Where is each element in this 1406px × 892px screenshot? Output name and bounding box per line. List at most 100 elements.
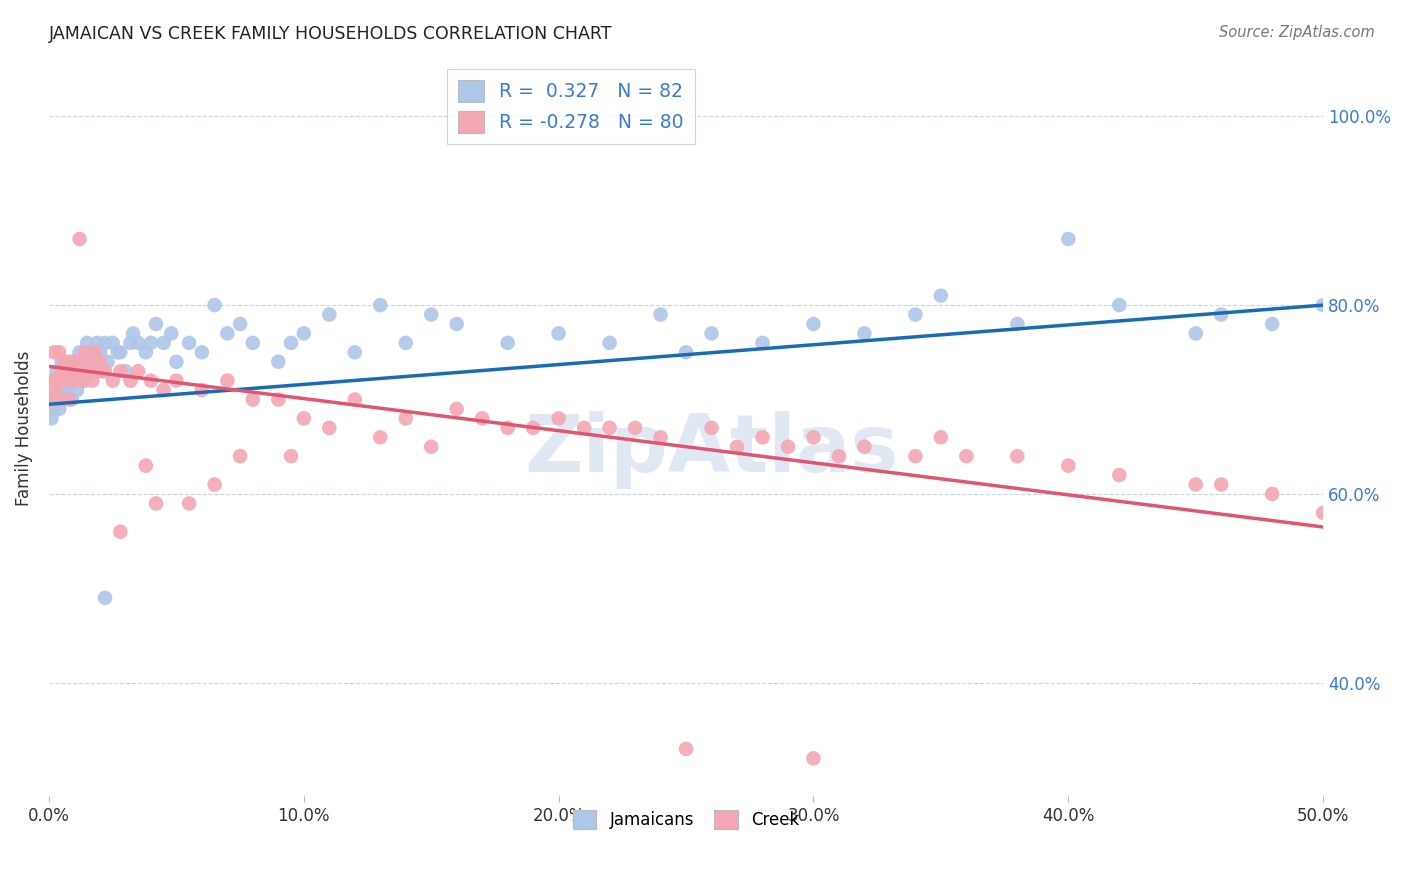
Point [496,421,519,435]
Point [53,392,76,407]
Point [41,374,63,388]
Point [139,335,162,350]
Point [1108,298,1130,312]
Point [1057,232,1080,246]
Point [217,374,239,388]
Point [42,345,65,359]
Point [446,401,468,416]
Point [48,401,70,416]
Point [120,335,142,350]
Point [675,742,697,756]
Point [56,364,79,378]
Point [58,392,80,407]
Point [70,374,93,388]
Point [45,383,67,397]
Point [56,383,79,397]
Point [58,374,80,388]
Point [91,364,114,378]
Point [229,317,252,331]
Point [828,449,851,463]
Point [1211,308,1233,322]
Point [41,392,63,407]
Point [63,364,86,378]
Point [420,308,443,322]
Point [152,335,174,350]
Point [48,374,70,388]
Point [599,421,621,435]
Point [79,364,101,378]
Point [599,335,621,350]
Point [229,449,252,463]
Point [58,374,80,388]
Point [803,430,825,444]
Point [51,355,73,369]
Point [60,364,83,378]
Point [101,335,124,350]
Point [204,477,226,491]
Point [127,364,149,378]
Point [1007,317,1029,331]
Point [395,411,418,425]
Point [82,345,104,359]
Point [135,458,157,473]
Point [929,430,952,444]
Point [547,411,569,425]
Point [496,335,519,350]
Point [45,364,67,378]
Point [292,326,315,341]
Text: Source: ZipAtlas.com: Source: ZipAtlas.com [1219,25,1375,40]
Point [94,364,117,378]
Point [368,298,391,312]
Text: JAMAICAN VS CREEK FAMILY HOUSEHOLDS CORRELATION CHART: JAMAICAN VS CREEK FAMILY HOUSEHOLDS CORR… [49,25,613,43]
Point [179,496,201,510]
Point [69,364,91,378]
Point [94,335,117,350]
Point [139,374,162,388]
Point [1261,317,1284,331]
Point [70,355,93,369]
Point [82,374,104,388]
Point [318,308,340,322]
Point [45,392,67,407]
Point [955,449,977,463]
Point [48,374,70,388]
Point [53,364,76,378]
Point [51,383,73,397]
Point [267,355,290,369]
Point [58,355,80,369]
Point [69,232,91,246]
Point [1261,487,1284,501]
Point [165,355,187,369]
Point [110,524,132,539]
Point [42,401,65,416]
Point [904,308,927,322]
Point [1007,449,1029,463]
Y-axis label: Family Households: Family Households [15,351,32,506]
Point [292,411,315,425]
Point [650,430,672,444]
Point [45,374,67,388]
Point [45,392,67,407]
Point [51,364,73,378]
Point [135,345,157,359]
Point [42,383,65,397]
Point [101,374,124,388]
Point [191,345,214,359]
Point [1057,458,1080,473]
Point [1211,477,1233,491]
Point [522,421,544,435]
Point [73,345,96,359]
Point [280,449,302,463]
Point [242,392,264,407]
Point [63,355,86,369]
Point [547,326,569,341]
Point [63,374,86,388]
Point [343,392,366,407]
Point [650,308,672,322]
Point [60,392,83,407]
Point [86,364,108,378]
Point [83,345,105,359]
Point [725,440,748,454]
Point [114,364,136,378]
Point [110,364,132,378]
